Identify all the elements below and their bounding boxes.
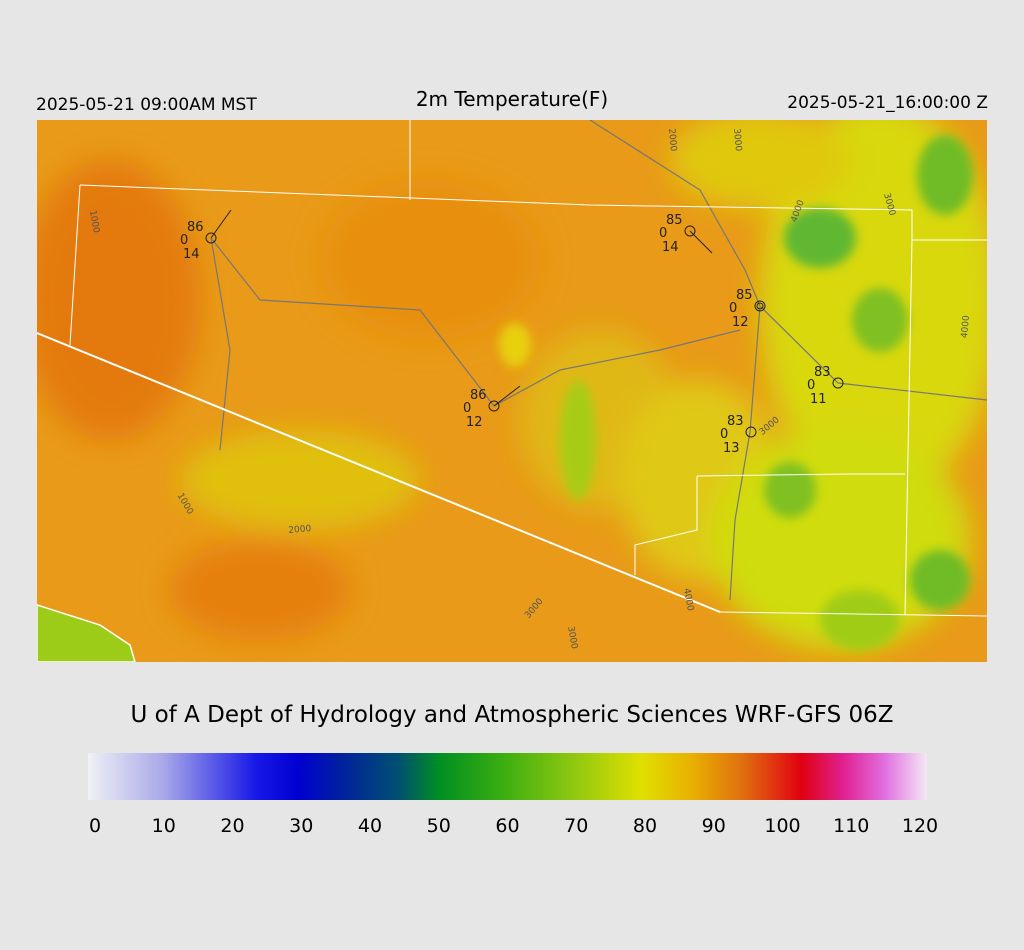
colorbar-tick-label: 110 — [833, 815, 869, 837]
contour-label: 1000 — [87, 210, 101, 235]
contour-label: 4000 — [960, 315, 972, 339]
valid-local-time: 2025-05-21 09:00AM MST — [36, 95, 257, 115]
station-left: 0 — [180, 233, 188, 248]
station-bottom: 14 — [662, 240, 679, 255]
colorbar-tick-label: 80 — [633, 815, 657, 837]
station-circle — [756, 302, 764, 310]
wind-barb — [689, 230, 713, 254]
temperature: 86 — [470, 388, 487, 403]
temperature: 85 — [666, 213, 683, 228]
contour-label: 3000 — [565, 626, 579, 651]
colorbar-tick-label: 0 — [89, 815, 101, 837]
station-left: 0 — [659, 226, 667, 241]
contour-label: 2000 — [666, 128, 678, 152]
station-bottom: 13 — [723, 441, 740, 456]
station-circle — [745, 426, 757, 438]
station-left: 0 — [807, 378, 815, 393]
colorbar-tick-label: 120 — [902, 815, 938, 837]
colorbar-ticks: 0 10 20 30 40 50 60 70 80 90 100 110 120 — [89, 815, 938, 837]
temperature: 85 — [736, 288, 753, 303]
colorbar — [88, 753, 927, 800]
colorbar-tick-label: 100 — [764, 815, 800, 837]
station-bottom: 14 — [183, 247, 200, 262]
temperature: 86 — [187, 220, 204, 235]
map — [37, 120, 987, 662]
station-left: 0 — [729, 301, 737, 316]
colorbar-tick-label: 20 — [220, 815, 244, 837]
station-circle — [684, 225, 696, 237]
station-circle — [205, 232, 217, 244]
station-left: 0 — [463, 401, 471, 416]
credit: U of A Dept of Hydrology and Atmospheric… — [130, 702, 893, 728]
map-title: 2m Temperature(F) — [416, 87, 608, 111]
station-circle — [488, 400, 500, 412]
station-bottom: 12 — [466, 415, 483, 430]
contour-label: 2000 — [288, 524, 312, 536]
colorbar-tick-label: 60 — [495, 815, 519, 837]
temperature: 83 — [814, 365, 831, 380]
station-circle — [832, 377, 844, 389]
wind-barb — [210, 209, 232, 239]
temperature: 83 — [727, 414, 744, 429]
station-circle — [754, 300, 766, 312]
colorbar-tick-label: 30 — [289, 815, 313, 837]
station-left: 0 — [720, 427, 728, 442]
colorbar-tick-label: 40 — [358, 815, 382, 837]
colorbar-tick-label: 50 — [427, 815, 451, 837]
contour-label: 3000 — [731, 128, 743, 152]
station-bottom: 11 — [810, 392, 827, 407]
contour-label: 4000 — [681, 588, 695, 613]
valid-utc-time: 2025-05-21_16:00:00 Z — [787, 93, 988, 113]
colorbar-tick-label: 70 — [564, 815, 588, 837]
station-bottom: 12 — [732, 315, 749, 330]
wind-barb — [493, 385, 521, 407]
colorbar-tick-label: 90 — [702, 815, 726, 837]
colorbar-tick-label: 10 — [152, 815, 176, 837]
